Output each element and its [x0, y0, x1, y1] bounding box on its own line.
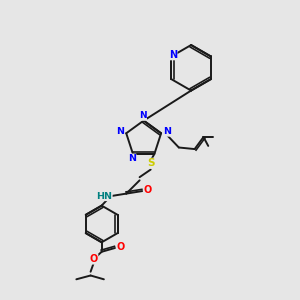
Text: HN: HN: [96, 192, 112, 201]
Text: N: N: [169, 50, 177, 60]
Text: S: S: [147, 158, 154, 168]
Text: N: N: [128, 154, 136, 163]
Text: O: O: [90, 254, 98, 264]
Text: N: N: [116, 127, 124, 136]
Text: O: O: [116, 242, 125, 252]
Text: O: O: [144, 185, 152, 195]
Text: N: N: [139, 111, 146, 120]
Text: N: N: [163, 127, 171, 136]
